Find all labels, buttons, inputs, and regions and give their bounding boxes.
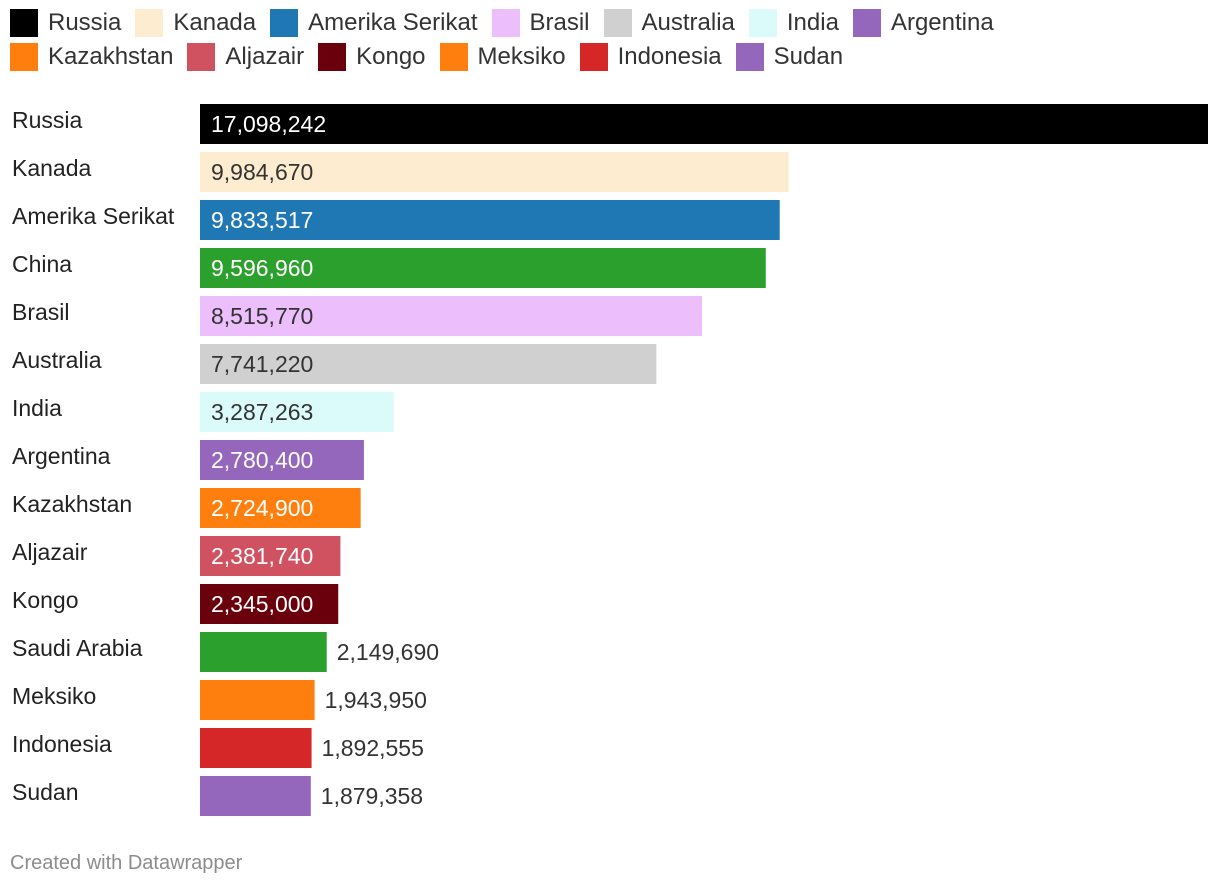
bar: [200, 440, 364, 480]
category-label: Kanada: [12, 155, 92, 181]
value-label: 1,943,950: [325, 687, 427, 713]
legend-label: Kazakhstan: [48, 43, 174, 70]
legend-label: Kanada: [173, 9, 257, 36]
legend-swatch: [735, 43, 764, 71]
legend-item: Argentina: [852, 9, 994, 37]
category-label: Amerika Serikat: [12, 203, 175, 229]
legend-label: Australia: [641, 9, 735, 36]
legend-row: Kazakhstan Aljazair Kongo Meksiko Indonesia S…: [10, 40, 1210, 74]
legend-item: Sudan: [735, 43, 844, 71]
credit-footer: Created with Datawrapper: [10, 852, 243, 874]
category-label: Russia: [12, 107, 83, 133]
bar: [200, 680, 315, 720]
legend-swatch: [491, 9, 520, 37]
value-label: 8,515,770: [211, 303, 313, 329]
bar: [200, 248, 766, 288]
value-label: 9,984,670: [211, 159, 313, 185]
value-label: 1,892,555: [322, 735, 424, 761]
legend-label: India: [786, 9, 839, 36]
legend-label: Argentina: [890, 9, 994, 36]
legend-label: Indonesia: [617, 43, 722, 70]
legend-label: Russia: [48, 9, 122, 36]
legend-swatch: [748, 9, 777, 37]
legend-item: Kongo: [318, 43, 426, 71]
legend-item: Kanada: [135, 9, 256, 37]
value-label: 9,596,960: [211, 255, 313, 281]
category-label: Sudan: [12, 779, 79, 805]
legend-label: Kongo: [356, 43, 426, 70]
category-label: Australia: [12, 347, 102, 373]
category-label: Indonesia: [12, 731, 112, 757]
value-label: 17,098,242: [211, 111, 326, 137]
legend-swatch: [603, 9, 632, 37]
legend-item: Indonesia: [579, 43, 722, 71]
legend-item: Russia: [10, 9, 121, 37]
legend-swatch: [579, 43, 608, 71]
category-label: China: [12, 251, 72, 277]
legend-label: Meksiko: [477, 43, 566, 70]
value-label: 2,724,900: [211, 495, 313, 521]
bar: [200, 776, 311, 816]
value-label: 2,381,740: [211, 543, 313, 569]
legend-label: Amerika Serikat: [308, 9, 478, 36]
legend-label: Sudan: [773, 43, 844, 70]
bar-chart: Russia 17,098,242 Kanada 9,984,670 Amerika S…: [12, 104, 1208, 816]
value-label: 2,780,400: [211, 447, 313, 473]
legend-label: Aljazair: [225, 43, 305, 70]
category-label: Brasil: [12, 299, 70, 325]
legend-item: Meksiko: [439, 43, 566, 71]
bar: [200, 200, 780, 240]
bar: [200, 344, 657, 384]
legend-swatch: [439, 43, 468, 71]
bar: [200, 392, 394, 432]
legend: Russia Kanada Amerika Serikat Brasil Austral…: [10, 6, 1210, 74]
value-label: 2,149,690: [337, 639, 439, 665]
legend-label: Brasil: [529, 9, 590, 36]
bar: [200, 584, 339, 624]
value-label: 3,287,263: [211, 399, 313, 425]
category-label: Saudi Arabia: [12, 635, 143, 661]
category-label: Aljazair: [12, 539, 88, 565]
legend-swatch: [852, 9, 881, 37]
legend-row: Russia Kanada Amerika Serikat Brasil Austral…: [10, 6, 1210, 40]
legend-item: Aljazair: [187, 43, 304, 71]
category-label: Meksiko: [12, 683, 96, 709]
bar: [200, 632, 327, 672]
bar: [200, 536, 341, 576]
category-label: Argentina: [12, 443, 111, 469]
value-label: 7,741,220: [211, 351, 313, 377]
legend-item: Australia: [603, 9, 735, 37]
legend-swatch: [135, 9, 164, 37]
legend-swatch: [10, 9, 38, 37]
legend-item: India: [748, 9, 839, 37]
bar: [200, 488, 361, 528]
bar: [200, 152, 789, 192]
category-label: Kongo: [12, 587, 79, 613]
legend-swatch: [318, 43, 347, 71]
legend-item: Amerika Serikat: [270, 9, 478, 37]
legend-swatch: [270, 9, 299, 37]
bar: [200, 104, 1208, 144]
category-label: Kazakhstan: [12, 491, 132, 517]
bar: [200, 296, 703, 336]
legend-item: Brasil: [491, 9, 590, 37]
value-label: 9,833,517: [211, 207, 313, 233]
legend-item: Kazakhstan: [10, 43, 173, 71]
legend-swatch: [10, 43, 38, 71]
legend-swatch: [187, 43, 216, 71]
category-label: India: [12, 395, 62, 421]
value-label: 2,345,000: [211, 591, 313, 617]
bar: [200, 728, 312, 768]
value-label: 1,879,358: [321, 783, 423, 809]
